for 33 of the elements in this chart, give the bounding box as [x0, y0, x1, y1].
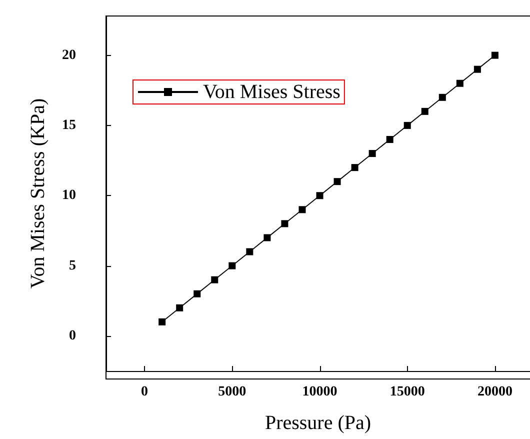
- x-tick-label: 10000: [302, 384, 338, 400]
- y-tick-label: 15: [62, 118, 76, 133]
- legend-label: Von Mises Stress: [203, 81, 341, 103]
- x-tick-label: 0: [141, 384, 148, 400]
- x-tick-label: 20000: [477, 384, 512, 400]
- point: [176, 304, 184, 312]
- point: [298, 206, 306, 214]
- y-axis-title: Von Mises Stress (KPa): [27, 98, 49, 289]
- point: [211, 276, 218, 284]
- y-tick-label: 20: [62, 48, 76, 63]
- point: [404, 122, 411, 129]
- y-tick-label: 10: [62, 188, 76, 204]
- point: [228, 262, 236, 270]
- point: [421, 108, 428, 115]
- y-tick-label: 5: [69, 258, 76, 274]
- point: [438, 94, 446, 101]
- point: [158, 318, 166, 326]
- point: [474, 66, 481, 73]
- point: [281, 220, 288, 228]
- point: [386, 136, 394, 143]
- x-axis-title: Pressure (Pa): [264, 412, 372, 434]
- point: [334, 178, 341, 186]
- point: [456, 80, 464, 87]
- point: [491, 52, 498, 59]
- point: [351, 164, 358, 172]
- point: [194, 290, 201, 298]
- point: [316, 192, 324, 200]
- x-tick-label: 15000: [390, 384, 425, 400]
- point: [246, 248, 254, 256]
- point: [264, 234, 271, 242]
- x-tick-label: 5000: [218, 384, 246, 400]
- y-tick-label: 0: [69, 328, 76, 344]
- point: [368, 150, 376, 158]
